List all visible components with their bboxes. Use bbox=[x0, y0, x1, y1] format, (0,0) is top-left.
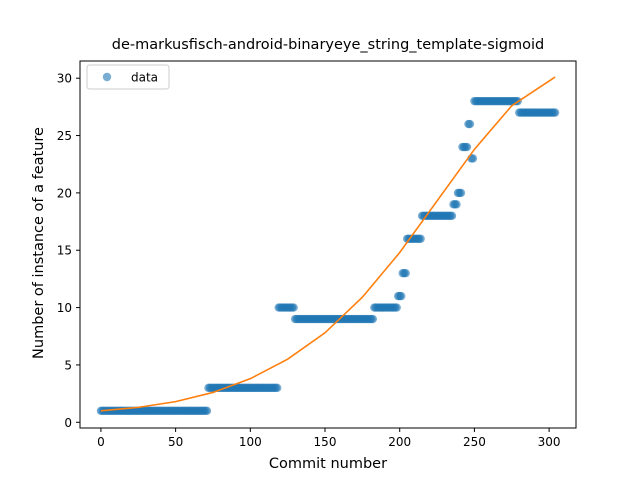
data-point-249 bbox=[468, 154, 478, 163]
data-point-182 bbox=[368, 314, 378, 324]
chart-title: de-markusfisch-android-binaryeye_string_… bbox=[112, 37, 544, 53]
y-tick-label-15: 15 bbox=[57, 244, 72, 258]
data-point-245 bbox=[462, 142, 472, 152]
x-tick-label-300: 300 bbox=[538, 435, 561, 449]
data-point-198 bbox=[392, 303, 401, 312]
data-point-129 bbox=[289, 303, 298, 312]
y-tick-label-25: 25 bbox=[57, 129, 72, 143]
y-axis-label: Number of instance of a feature bbox=[31, 127, 47, 359]
data-point-247 bbox=[465, 119, 475, 129]
x-axis-label: Commit number bbox=[269, 456, 387, 472]
y-tick-label-0: 0 bbox=[64, 416, 72, 430]
x-tick-label-50: 50 bbox=[168, 435, 183, 449]
data-point-214 bbox=[416, 234, 425, 243]
x-tick-label-0: 0 bbox=[97, 435, 105, 449]
y-tick-label-5: 5 bbox=[64, 358, 72, 372]
x-tick-label-250: 250 bbox=[463, 435, 486, 449]
data-point-241 bbox=[456, 188, 466, 198]
legend-box bbox=[86, 64, 170, 90]
plot-area bbox=[96, 76, 560, 415]
y-tick-label-30: 30 bbox=[57, 72, 72, 86]
data-point-201 bbox=[397, 291, 406, 301]
data-point-118 bbox=[273, 383, 282, 393]
y-tick-label-10: 10 bbox=[57, 301, 72, 315]
legend-label-0: data bbox=[131, 71, 158, 85]
fit-line bbox=[100, 76, 556, 412]
legend-marker-0 bbox=[102, 72, 112, 82]
data-point-71 bbox=[202, 406, 212, 415]
x-tick-label-150: 150 bbox=[314, 435, 337, 449]
plot-frame bbox=[79, 60, 577, 429]
data-point-204 bbox=[401, 268, 410, 278]
data-point-304 bbox=[550, 108, 560, 117]
axes: 0 50 100 150 200 250 300 0 5 10 15 20 25 30 bbox=[57, 60, 577, 449]
data-point-235 bbox=[447, 211, 457, 221]
x-tick-label-100: 100 bbox=[239, 435, 262, 449]
data-point-238 bbox=[452, 200, 461, 209]
legend: data bbox=[86, 64, 170, 90]
y-tick-label-20: 20 bbox=[57, 186, 72, 200]
x-tick-label-200: 200 bbox=[388, 435, 411, 449]
